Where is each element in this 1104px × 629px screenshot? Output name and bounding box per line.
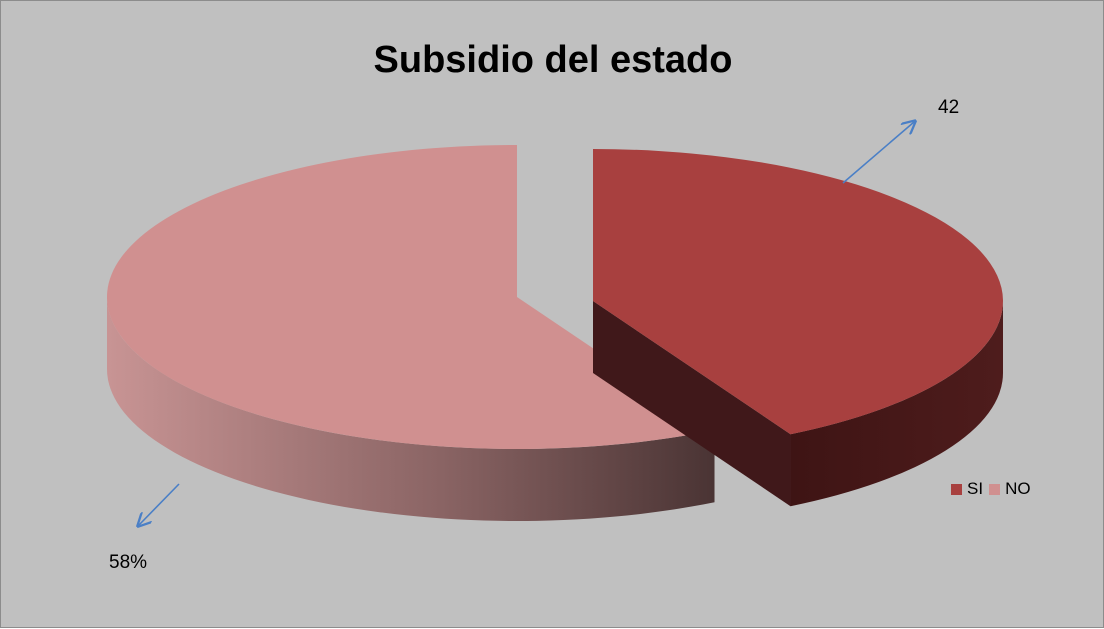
data-label-no: 58% — [109, 552, 148, 573]
data-label-si: 42 — [938, 97, 960, 118]
label-arrow-si — [842, 122, 914, 184]
legend-swatch-no — [989, 483, 1001, 495]
legend-label-si: SI — [967, 479, 984, 498]
pie-slice-si-cut — [593, 301, 791, 507]
pie-slice-si — [593, 149, 1003, 435]
legend-item-si: SI — [951, 479, 983, 499]
legend-label-no: NO — [1005, 479, 1031, 498]
label-arrow-no — [139, 483, 180, 525]
chart-title: Subsidio del estado — [373, 39, 733, 81]
pie-slice-si-side — [790, 301, 1003, 507]
pie-slice-no — [106, 145, 715, 449]
pie-slice-no-side — [107, 297, 715, 521]
legend: SI NO — [951, 479, 1037, 499]
legend-swatch-si — [951, 483, 962, 495]
legend-item-no: NO — [989, 479, 1031, 499]
